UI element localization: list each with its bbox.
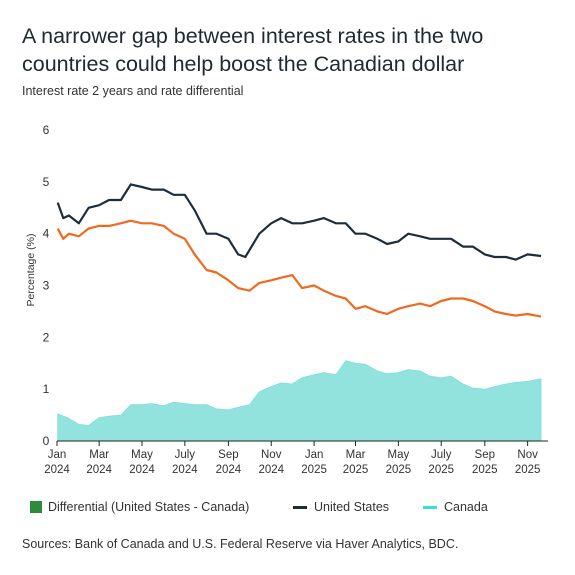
legend-item-differential: Differential (United States - Canada) [30, 500, 249, 514]
y-tick-label: 4 [43, 227, 50, 241]
legend-item-canada: Canada [423, 500, 488, 514]
legend-label-canada: Canada [444, 500, 488, 514]
x-tick-label-year: 2024 [216, 464, 242, 476]
x-tick-label: Sep [218, 449, 238, 461]
y-tick-label: 0 [43, 434, 50, 448]
x-tick-label: Sep [475, 449, 495, 461]
x-tick-label-year: 2025 [515, 464, 541, 476]
chart-subtitle: Interest rate 2 years and rate different… [22, 84, 244, 98]
x-tick-label-year: 2025 [343, 464, 369, 476]
series-line-canada [56, 219, 542, 318]
x-tick-label-year: 2024 [258, 464, 284, 476]
y-tick-label: 3 [43, 279, 50, 293]
x-tick-label-year: 2024 [86, 464, 112, 476]
x-tick-label: Nov [261, 449, 282, 461]
x-tick-label: Mar [89, 449, 109, 461]
series-area-differential-united-states-canada [57, 360, 542, 442]
x-tick-label: July [431, 449, 452, 461]
y-tick-label: 1 [43, 382, 50, 396]
y-tick-label: 2 [43, 330, 50, 344]
x-tick-label: Mar [346, 449, 366, 461]
y-axis-label: Percentage (%) [25, 234, 37, 307]
y-tick-label: 6 [43, 123, 50, 137]
x-tick-label-year: 2024 [129, 464, 155, 476]
x-tick-label-year: 2025 [301, 464, 327, 476]
x-tick-label: July [175, 449, 196, 461]
x-tick-label-year: 2025 [428, 464, 454, 476]
legend-swatch-united-states [293, 505, 307, 509]
legend-swatch-canada [423, 505, 437, 509]
x-tick-label: Jan [305, 449, 324, 461]
source-note: Sources: Bank of Canada and U.S. Federal… [22, 537, 459, 551]
legend-swatch-differential [30, 501, 42, 513]
x-tick-label-year: 2025 [386, 464, 412, 476]
x-tick-label: May [131, 449, 153, 461]
chart-title: A narrower gap between interest rates in… [22, 24, 484, 76]
chart-area: 0 1 2 3 4 5 6 Percentage (%) Jan 2024 Mar 2024 May… [25, 123, 548, 476]
x-tick-label: May [388, 449, 410, 461]
x-tick-label-year: 2024 [44, 464, 70, 476]
y-tick-label: 5 [43, 175, 50, 189]
x-tick-label-year: 2024 [172, 464, 198, 476]
x-tick-label: Jan [48, 449, 67, 461]
series-line-united-states [56, 183, 542, 261]
legend-item-united-states: United States [293, 500, 389, 514]
x-tick-label-year: 2025 [472, 464, 498, 476]
x-tick-label: Nov [517, 449, 538, 461]
legend-label-differential: Differential (United States - Canada) [48, 500, 250, 514]
legend-label-united-states: United States [314, 500, 390, 514]
